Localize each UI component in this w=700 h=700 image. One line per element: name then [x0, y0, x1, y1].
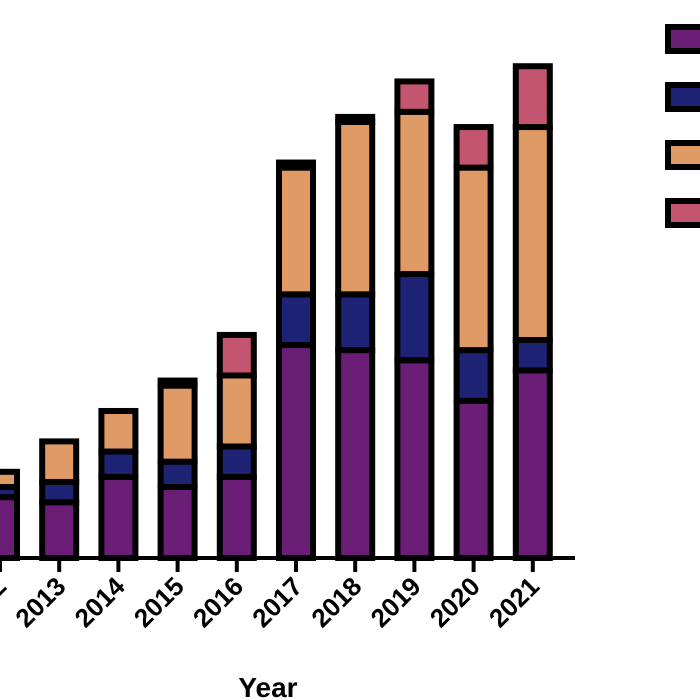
x-tick-label-2016: 2016 [187, 571, 249, 633]
bar-segment-2017-4 [276, 159, 316, 171]
bar-segment-2018-1 [335, 347, 376, 561]
bar-segment-2017-3 [276, 164, 316, 298]
bar-segment-2012-1 [0, 494, 20, 562]
x-axis-title: Year [238, 672, 297, 700]
bar-segment-2018-3 [335, 118, 376, 298]
bar-segment-2020-4 [453, 124, 494, 171]
legend-swatch-1 [665, 24, 700, 54]
bar-segment-2015-4 [157, 377, 198, 389]
bar-segment-2021-3 [512, 124, 553, 343]
x-tick-label-2017: 2017 [246, 571, 308, 633]
bar-segment-2015-1 [157, 484, 198, 561]
bar-segment-2019-4 [394, 78, 435, 115]
bar-segment-2013-1 [39, 499, 80, 562]
bar-segment-2021-1 [512, 367, 553, 561]
bar-segment-2016-2 [216, 443, 257, 480]
bar-segment-2019-1 [394, 357, 435, 561]
bar-segment-2021-2 [512, 336, 553, 374]
bar-segment-2015-2 [157, 458, 198, 491]
bar-segment-2014-3 [98, 407, 139, 455]
bar-segment-2016-1 [216, 473, 257, 562]
bar-segment-2016-4 [216, 331, 257, 379]
x-tick-label-2019: 2019 [365, 571, 427, 633]
x-tick-label-2014: 2014 [69, 571, 131, 633]
bar-segment-2020-1 [453, 397, 494, 561]
bar-segment-2012-3 [0, 468, 20, 491]
bar-segment-2013-3 [39, 438, 80, 485]
bar-segment-2019-2 [394, 271, 435, 364]
bar-segment-2016-3 [216, 372, 257, 450]
bar-segment-2021-4 [512, 63, 553, 131]
bar-segment-2014-1 [98, 473, 139, 562]
x-tick-label-2020: 2020 [424, 571, 486, 633]
x-ticks-group [0, 558, 535, 572]
x-tick-label-2018: 2018 [305, 571, 367, 633]
bar-segment-2013-2 [39, 478, 80, 506]
legend-swatch-2 [665, 82, 700, 112]
legend [665, 24, 700, 228]
x-tick-label-2021: 2021 [483, 571, 545, 633]
bar-segment-2018-4 [335, 113, 376, 125]
bar-segment-2012-2 [0, 484, 20, 501]
bar-segment-2020-2 [453, 347, 494, 404]
bar-segment-2018-2 [335, 291, 376, 354]
bar-segment-2020-3 [453, 164, 494, 354]
bar-segment-2017-1 [276, 342, 316, 561]
bar-segment-2017-2 [276, 291, 316, 349]
bar-segment-2019-3 [394, 108, 435, 278]
x-tick-label-2012: 2012 [0, 571, 12, 633]
legend-swatch-3 [665, 140, 700, 170]
x-tick-label-2015: 2015 [128, 571, 190, 633]
legend-swatch-4 [665, 198, 700, 228]
bar-segment-2014-2 [98, 448, 139, 480]
x-tick-label-2013: 2013 [9, 571, 71, 633]
bars-group [0, 63, 553, 562]
bar-segment-2015-3 [157, 382, 198, 465]
